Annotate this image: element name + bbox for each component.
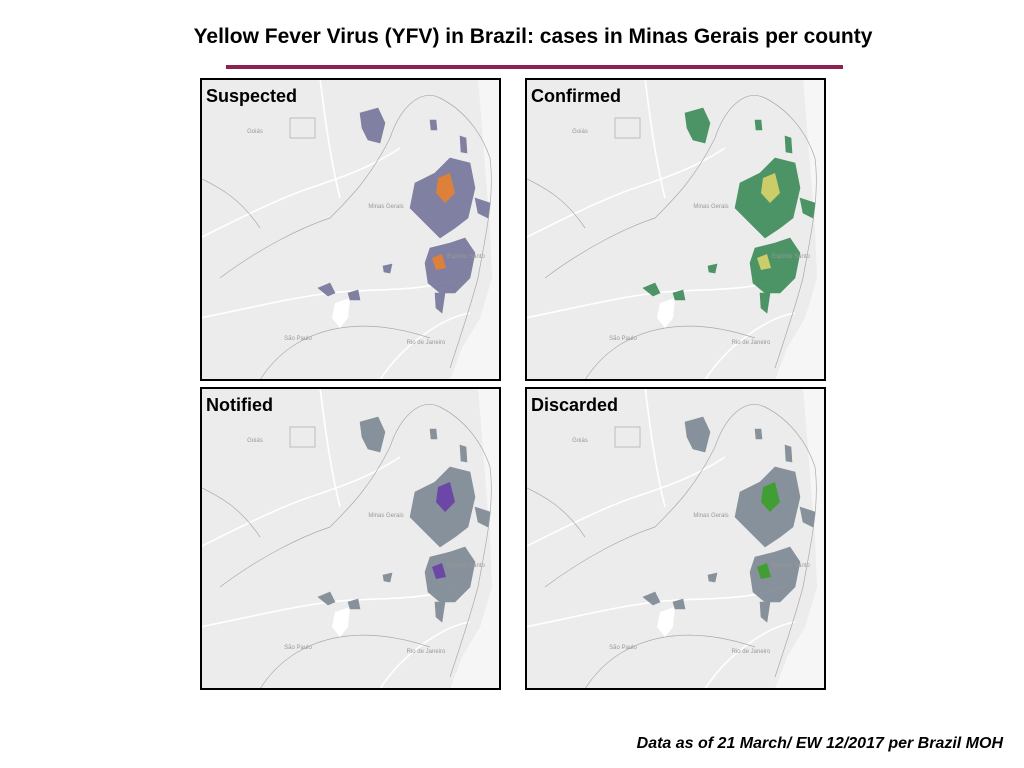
panel-frame bbox=[525, 387, 826, 690]
map bbox=[525, 78, 825, 380]
map bbox=[525, 387, 825, 689]
map-label: Minas Gerais bbox=[368, 513, 403, 519]
panel-title: Discarded bbox=[531, 395, 618, 415]
map-label: Minas Gerais bbox=[368, 204, 403, 210]
map-label: Rio de Janeiro bbox=[732, 649, 771, 655]
map-label: Espírito Santo bbox=[772, 563, 810, 569]
map-label: São Paulo bbox=[609, 645, 637, 651]
map-panel: Goiás Minas Gerais Espírito Santo São Paulo… bbox=[525, 78, 826, 381]
title-rule bbox=[226, 65, 843, 69]
map-panel: Goiás Minas Gerais Espírito Santo São Paulo… bbox=[200, 387, 501, 690]
map-label: São Paulo bbox=[284, 645, 312, 651]
map-label: Rio de Janeiro bbox=[732, 340, 771, 346]
panel-frame bbox=[200, 78, 501, 381]
map bbox=[200, 387, 500, 689]
map-panel: Goiás Minas Gerais Espírito Santo São Paulo… bbox=[200, 78, 501, 381]
map-label: São Paulo bbox=[609, 336, 637, 342]
panel-frame bbox=[525, 78, 826, 381]
panels: Goiás Minas Gerais Espírito Santo São Paulo… bbox=[200, 78, 826, 690]
map-label: Rio de Janeiro bbox=[407, 649, 446, 655]
map-panel: Goiás Minas Gerais Espírito Santo São Paulo… bbox=[525, 387, 826, 690]
map-label: Espírito Santo bbox=[447, 563, 485, 569]
footnote: Data as of 21 March/ EW 12/2017 per Braz… bbox=[637, 735, 1004, 752]
panel-title: Suspected bbox=[206, 86, 297, 106]
map-label: Goiás bbox=[572, 129, 588, 135]
map-label: Rio de Janeiro bbox=[407, 340, 446, 346]
map-label: Espírito Santo bbox=[447, 254, 485, 260]
map-label: Espírito Santo bbox=[772, 254, 810, 260]
map-label: Goiás bbox=[572, 438, 588, 444]
panel-title: Confirmed bbox=[531, 86, 621, 106]
panel-title: Notified bbox=[206, 395, 273, 415]
map bbox=[200, 78, 500, 380]
map-label: Minas Gerais bbox=[693, 513, 728, 519]
map-label: São Paulo bbox=[284, 336, 312, 342]
map-label: Goiás bbox=[247, 129, 263, 135]
map-label: Goiás bbox=[247, 438, 263, 444]
map-label: Minas Gerais bbox=[693, 204, 728, 210]
title: Yellow Fever Virus (YFV) in Brazil: case… bbox=[194, 25, 873, 48]
panel-frame bbox=[200, 387, 501, 690]
